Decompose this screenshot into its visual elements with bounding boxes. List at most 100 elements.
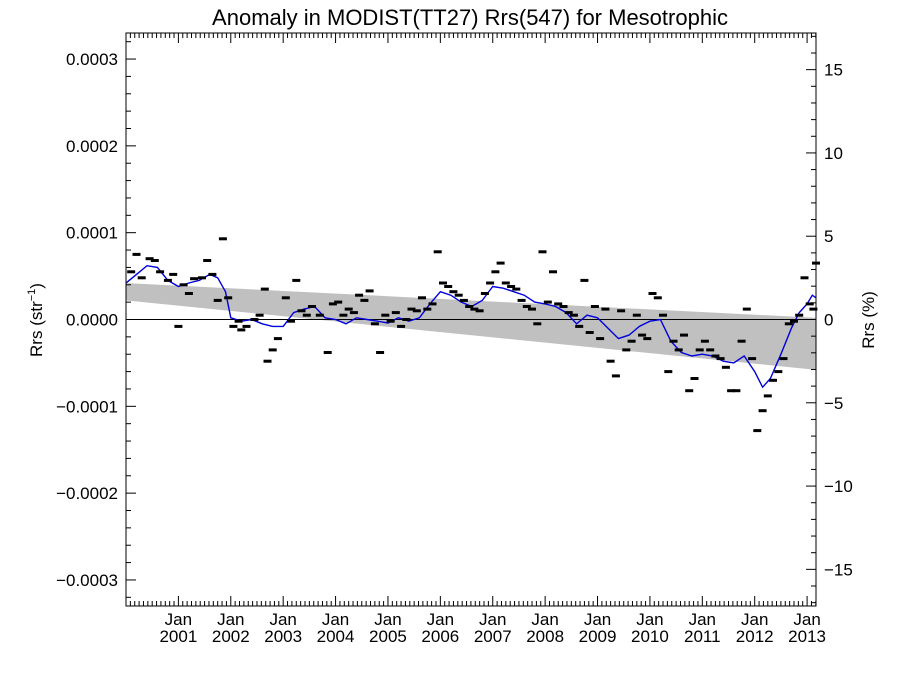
data-point-55 [428, 302, 437, 306]
data-point-128 [809, 307, 818, 311]
right-tick-label-2: 5 [824, 227, 833, 246]
data-point-115 [742, 307, 751, 311]
data-point-21 [242, 324, 251, 328]
x-tick-year-12: 2013 [788, 627, 826, 646]
data-point-2 [137, 276, 146, 280]
data-point-30 [292, 278, 301, 282]
data-point-58 [444, 285, 453, 288]
data-point-86 [590, 305, 599, 308]
data-point-23 [255, 313, 264, 317]
data-point-37 [334, 300, 343, 304]
data-point-125 [795, 313, 804, 317]
data-point-70 [507, 285, 516, 288]
data-point-85 [585, 331, 594, 334]
data-point-114 [737, 339, 746, 343]
data-point-98 [653, 296, 662, 300]
data-point-72 [517, 298, 526, 302]
data-point-11 [190, 277, 199, 281]
data-point-33 [308, 305, 316, 308]
data-point-80 [559, 305, 568, 308]
right-tick-label-5: −10 [824, 477, 853, 496]
data-point-97 [648, 292, 657, 295]
data-point-68 [496, 261, 505, 265]
x-tick-month-12: Jan [793, 610, 820, 629]
right-tick-label-0: 15 [824, 61, 843, 80]
data-point-121 [774, 370, 783, 374]
data-point-45 [376, 351, 385, 354]
data-point-40 [349, 311, 358, 315]
data-point-53 [418, 296, 426, 300]
x-tick-month-8: Jan [584, 610, 611, 629]
data-point-36 [328, 302, 337, 306]
data-point-3 [145, 257, 154, 261]
x-tick-year-2: 2003 [264, 627, 302, 646]
data-point-12 [198, 276, 206, 280]
data-point-124 [790, 319, 798, 323]
data-point-60 [454, 293, 463, 297]
data-point-84 [580, 278, 589, 282]
right-tick-label-3: 0 [824, 311, 833, 330]
data-point-52 [412, 309, 421, 313]
x-tick-year-0: 2001 [159, 627, 197, 646]
data-point-95 [638, 333, 647, 337]
data-point-14 [208, 272, 217, 276]
data-point-48 [391, 311, 400, 315]
data-point-108 [706, 348, 715, 352]
data-point-26 [268, 348, 277, 352]
data-point-89 [606, 359, 615, 363]
data-point-13 [203, 259, 212, 262]
data-point-74 [528, 307, 536, 311]
trend-band [126, 283, 816, 370]
left-tick-label-5: −0.0002 [56, 484, 118, 503]
left-tick-label-1: 0.0002 [66, 137, 118, 156]
data-point-127 [805, 302, 814, 306]
data-point-6 [163, 278, 172, 282]
left-tick-label-0: 0.0003 [66, 50, 118, 69]
data-point-76 [538, 250, 547, 254]
data-point-46 [381, 313, 390, 317]
data-point-105 [690, 377, 699, 380]
data-point-54 [423, 307, 432, 311]
data-point-67 [491, 270, 500, 274]
data-point-111 [721, 365, 730, 369]
data-point-117 [753, 429, 762, 433]
data-point-5 [156, 270, 165, 274]
left-tick-label-4: −0.0001 [56, 397, 118, 416]
x-tick-year-10: 2011 [684, 627, 721, 646]
left-tick-label-2: 0.0001 [66, 224, 118, 243]
data-point-64 [475, 309, 484, 313]
x-tick-month-11: Jan [741, 610, 768, 629]
x-tick-month-0: Jan [165, 610, 192, 629]
x-tick-month-1: Jan [217, 610, 244, 629]
x-tick-year-1: 2002 [212, 627, 250, 646]
data-point-82 [569, 313, 578, 317]
data-point-116 [748, 357, 757, 361]
right-axis: 15 10 5 0 −5 −10 −15 [806, 35, 853, 604]
data-point-88 [601, 307, 610, 311]
x-tick-year-5: 2006 [421, 627, 459, 646]
data-point-87 [596, 337, 605, 341]
data-point-66 [486, 281, 495, 285]
data-point-99 [659, 313, 667, 317]
x-tick-month-6: Jan [479, 610, 506, 629]
right-tick-label-1: 10 [824, 144, 843, 163]
data-point-79 [554, 302, 563, 306]
data-point-94 [632, 313, 641, 317]
data-point-112 [727, 389, 736, 393]
data-point-4 [150, 259, 159, 262]
data-point-103 [680, 333, 688, 337]
data-point-47 [386, 319, 395, 323]
data-point-32 [302, 313, 311, 317]
data-point-119 [763, 394, 772, 398]
data-point-15 [213, 298, 222, 302]
data-point-42 [360, 298, 369, 302]
left-axis-label: Rrs (str−1) [26, 283, 46, 357]
data-point-78 [549, 270, 557, 274]
data-points-layer [127, 237, 820, 433]
x-tick-month-10: Jan [689, 610, 716, 629]
data-point-28 [281, 296, 290, 300]
left-tick-label-6: −0.0003 [56, 571, 118, 590]
right-tick-label-6: −15 [824, 560, 853, 579]
data-point-31 [297, 309, 306, 313]
data-point-0 [127, 270, 136, 274]
